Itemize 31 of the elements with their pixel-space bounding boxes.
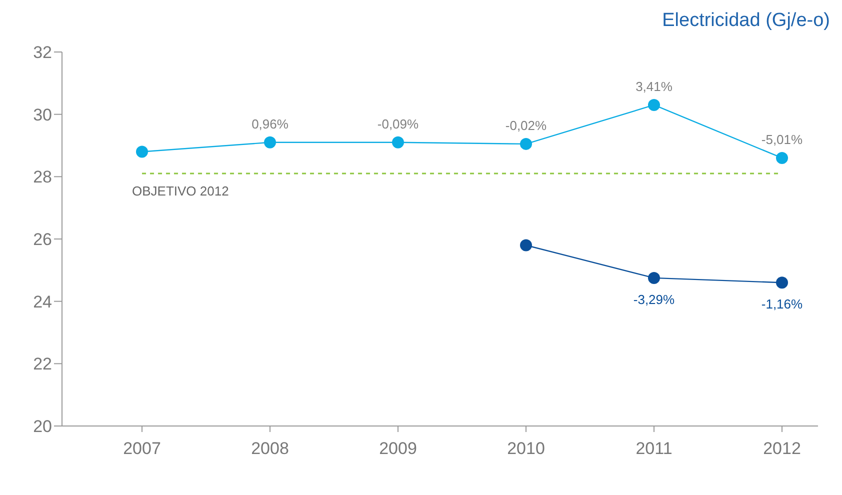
point [776,276,788,289]
x-tick-label: 2009 [379,439,417,458]
point [392,136,404,148]
y-tick-label: 22 [33,354,52,374]
annotation: 3,41% [636,78,673,94]
x-tick-label: 2012 [763,439,801,458]
ref-line-label: OBJETIVO 2012 [132,184,229,199]
x-tick-label: 2010 [507,439,545,458]
y-tick-label: 26 [33,230,52,250]
point [776,152,788,164]
point [136,146,148,158]
x-tick-label: 2011 [636,439,672,458]
annotation: -3,29% [633,292,676,307]
annotation: -0,02% [505,118,548,133]
y-tick-label: 20 [33,417,52,436]
point [520,239,532,252]
point [520,138,532,150]
y-tick-label: 28 [33,168,52,187]
annotation: 0,96% [252,116,289,132]
point [648,272,660,284]
annotation: -1,16% [761,296,804,312]
point [264,136,276,148]
x-tick-label: 2007 [123,439,161,458]
x-tick-label: 2008 [251,439,289,458]
y-tick-label: 30 [33,105,52,124]
annotation: -0,09% [377,116,420,132]
y-tick-label: 32 [33,43,52,62]
chart-title: Electricidad (Gj/e-o) [662,10,830,32]
point [648,98,660,111]
y-tick-label: 24 [33,292,52,312]
annotation: -5,01% [761,132,804,147]
